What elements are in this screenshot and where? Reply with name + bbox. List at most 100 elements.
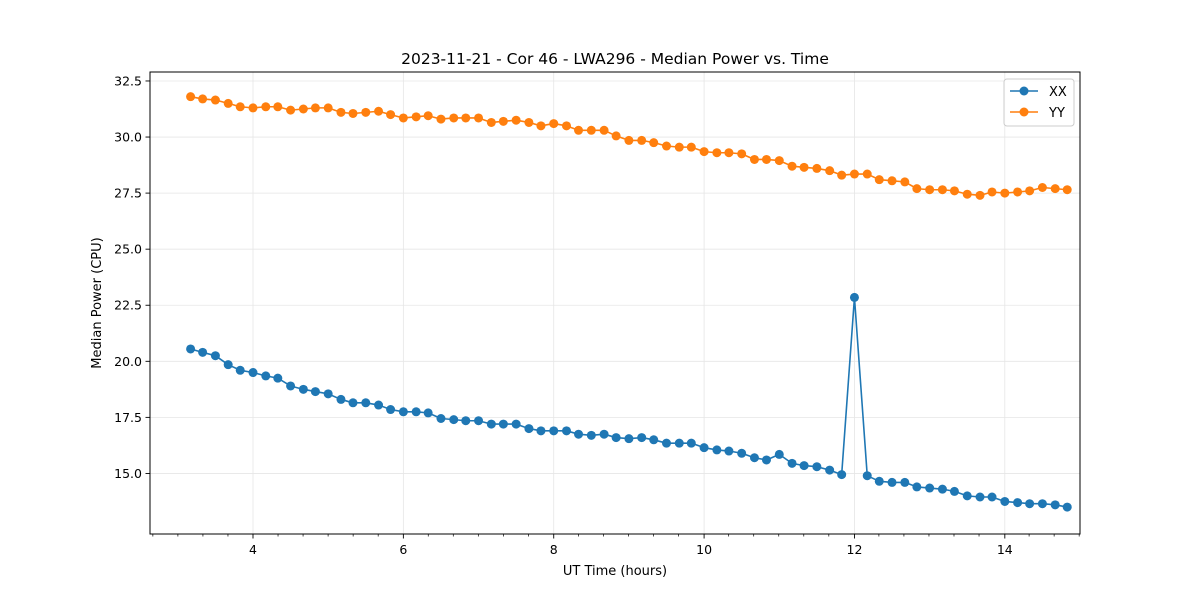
data-point-xx bbox=[336, 394, 346, 404]
data-point-xx bbox=[649, 435, 659, 445]
data-point-yy bbox=[524, 117, 534, 127]
data-point-xx bbox=[273, 373, 283, 383]
data-point-yy bbox=[474, 113, 484, 123]
data-point-xx bbox=[774, 449, 784, 459]
data-point-xx bbox=[374, 400, 384, 410]
data-point-xx bbox=[712, 445, 722, 455]
data-point-yy bbox=[699, 147, 709, 157]
data-point-xx bbox=[574, 429, 584, 439]
data-point-yy bbox=[624, 135, 634, 145]
data-point-xx bbox=[724, 446, 734, 456]
data-point-xx bbox=[1050, 500, 1060, 510]
axis-ticks: 4 6 8 10 12 14 15.0 17.5 20.0 22.5 25.0 27.5 30.0 32.… bbox=[114, 73, 1080, 557]
data-point-yy bbox=[436, 114, 446, 124]
data-point-yy bbox=[310, 103, 320, 113]
data-point-xx bbox=[1013, 498, 1023, 508]
data-point-yy bbox=[235, 102, 245, 112]
data-point-yy bbox=[273, 102, 283, 112]
data-point-xx bbox=[524, 424, 534, 434]
data-point-yy bbox=[1050, 184, 1060, 194]
data-point-xx bbox=[348, 398, 358, 408]
data-point-yy bbox=[336, 107, 346, 117]
data-point-yy bbox=[1037, 183, 1047, 192]
data-point-yy bbox=[248, 103, 258, 113]
data-point-xx bbox=[761, 455, 771, 465]
y-tick-label: 22.5 bbox=[114, 298, 142, 313]
data-point-xx bbox=[1037, 499, 1047, 509]
legend-marker-xx bbox=[1019, 86, 1029, 96]
data-point-yy bbox=[186, 92, 196, 102]
x-tick-label: 4 bbox=[249, 542, 257, 557]
data-point-yy bbox=[1062, 185, 1072, 195]
data-point-yy bbox=[1013, 187, 1023, 197]
data-point-xx bbox=[686, 438, 696, 448]
data-point-yy bbox=[887, 176, 897, 186]
legend: XX YY bbox=[1003, 78, 1075, 127]
data-point-yy bbox=[611, 131, 621, 141]
data-point-yy bbox=[949, 186, 959, 196]
data-point-xx bbox=[912, 482, 922, 492]
data-point-xx bbox=[599, 429, 609, 439]
y-tick-label: 30.0 bbox=[114, 130, 142, 145]
data-point-xx bbox=[849, 292, 859, 302]
data-point-xx bbox=[887, 477, 897, 487]
data-point-yy bbox=[198, 94, 208, 104]
x-tick-label: 12 bbox=[847, 542, 863, 557]
data-point-xx bbox=[949, 486, 959, 496]
data-point-yy bbox=[586, 125, 596, 135]
y-tick-label: 27.5 bbox=[114, 186, 142, 201]
data-point-yy bbox=[787, 161, 797, 171]
data-point-yy bbox=[1025, 186, 1035, 196]
data-point-xx bbox=[787, 458, 797, 468]
data-point-xx bbox=[248, 368, 258, 378]
data-point-xx bbox=[436, 414, 446, 423]
data-point-yy bbox=[423, 111, 433, 121]
data-point-xx bbox=[498, 419, 508, 429]
data-point-xx bbox=[398, 407, 408, 417]
data-point-yy bbox=[536, 121, 546, 131]
data-point-xx bbox=[474, 416, 484, 426]
data-point-xx bbox=[210, 351, 220, 361]
data-point-yy bbox=[812, 163, 822, 173]
data-point-xx bbox=[925, 483, 935, 493]
data-point-xx bbox=[486, 419, 496, 429]
data-point-xx bbox=[286, 381, 296, 391]
data-point-xx bbox=[361, 398, 371, 408]
data-point-yy bbox=[937, 185, 947, 195]
data-point-xx bbox=[186, 344, 196, 354]
y-tick-label: 17.5 bbox=[114, 410, 142, 425]
data-point-yy bbox=[223, 98, 233, 108]
data-point-xx bbox=[536, 426, 546, 436]
grid bbox=[150, 72, 1080, 534]
data-point-yy bbox=[749, 154, 759, 164]
data-point-xx bbox=[624, 434, 634, 444]
data-point-yy bbox=[562, 121, 572, 131]
data-point-xx bbox=[812, 462, 822, 472]
data-point-yy bbox=[637, 135, 647, 145]
data-point-yy bbox=[361, 107, 371, 117]
data-point-yy bbox=[799, 162, 809, 172]
data-point-xx bbox=[699, 443, 709, 453]
data-point-xx bbox=[962, 491, 972, 501]
data-point-yy bbox=[374, 106, 384, 116]
data-point-yy bbox=[599, 125, 609, 135]
data-point-yy bbox=[549, 119, 559, 129]
y-axis-title: Median Power (CPU) bbox=[90, 237, 105, 368]
data-point-yy bbox=[661, 141, 671, 151]
data-point-xx bbox=[837, 470, 847, 480]
data-point-xx bbox=[198, 347, 208, 357]
data-point-xx bbox=[749, 453, 759, 463]
data-point-yy bbox=[825, 166, 835, 176]
x-tick-label: 8 bbox=[550, 542, 558, 557]
data-point-yy bbox=[398, 113, 408, 123]
data-point-yy bbox=[761, 154, 771, 164]
data-point-xx bbox=[862, 471, 872, 481]
chart-title: 2023-11-21 - Cor 46 - LWA296 - Median Po… bbox=[401, 50, 829, 68]
data-point-yy bbox=[486, 117, 496, 127]
y-tick-label: 15.0 bbox=[114, 466, 142, 481]
data-point-yy bbox=[261, 102, 271, 112]
data-point-yy bbox=[975, 190, 985, 200]
y-tick-label: 25.0 bbox=[114, 242, 142, 257]
data-point-xx bbox=[461, 416, 471, 426]
data-point-yy bbox=[411, 112, 421, 122]
